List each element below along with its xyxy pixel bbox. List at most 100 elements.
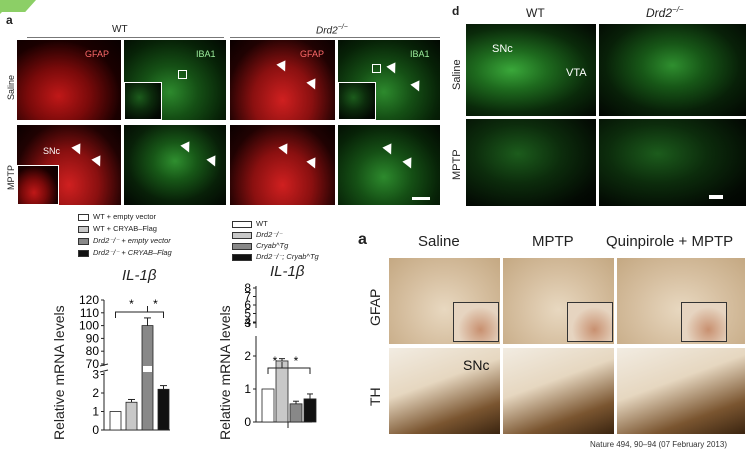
label-iba1: IBA1 — [410, 49, 430, 59]
micrograph-wt-saline-gfap: GFAP — [17, 40, 121, 120]
chart2-ytick-label: 6 — [244, 298, 251, 312]
ihc-mptp-th — [503, 348, 614, 434]
chart1-sig-mark: * — [129, 297, 134, 311]
chart2-ytick-label: 5 — [244, 307, 251, 321]
chart2-ytick-label: 7 — [244, 290, 251, 304]
col-label-quinpirole: Quinpirole + MPTP — [606, 233, 734, 250]
micrograph-drd2-mptp-gfap — [230, 125, 335, 205]
micrograph-drd2-saline-iba1: IBA1 — [338, 40, 440, 120]
panel-a-top-letter: a — [6, 13, 13, 27]
micrograph-d-wt-saline: SNc VTA — [466, 24, 596, 116]
ihc-saline-gfap — [389, 258, 500, 344]
row-label-d-saline: Saline — [451, 59, 463, 90]
ihc-saline-th: SNc — [389, 348, 500, 434]
scale-bar — [709, 195, 723, 199]
header-wt-rule — [27, 37, 224, 38]
chart1-ylabel: Relative mRNA levels — [51, 305, 67, 440]
label-vta: VTA — [566, 67, 587, 79]
label-gfap: GFAP — [300, 49, 325, 59]
chart1-ytick-label: 90 — [86, 331, 100, 345]
chart1-title: IL-1β — [122, 267, 157, 284]
row-label-d-mptp: MPTP — [451, 149, 463, 180]
label-snc: SNc — [43, 146, 61, 156]
chart2-ytick-label: 4 — [244, 315, 251, 329]
header-drd2-rule — [230, 37, 440, 38]
arrow-marker — [410, 80, 424, 94]
chart1-ytick-label: 0 — [92, 423, 99, 437]
arrow-marker — [306, 157, 320, 171]
chart1-sig-mark: * — [153, 297, 158, 311]
citation: Nature 494, 90–94 (07 February 2013) — [590, 440, 727, 449]
arrow-marker — [386, 62, 400, 76]
label-snc: SNc — [492, 43, 513, 55]
zoom-inset — [681, 302, 727, 342]
header-drd2: Drd2−/− — [316, 24, 348, 37]
col-label-mptp: MPTP — [532, 233, 574, 250]
chart1-ytick-label: 2 — [92, 386, 99, 400]
chart1-axis-break — [99, 363, 109, 367]
panel-a-bottom-letter: a — [358, 231, 367, 248]
chart1-ytick-label: 100 — [79, 319, 99, 333]
chart1-ytick-label: 1 — [92, 405, 99, 419]
row-label-mptp: MPTP — [6, 164, 16, 190]
chart2-bar — [261, 388, 275, 423]
micrograph-drd2-mptp-iba1 — [338, 125, 440, 205]
chart2-ytick-label: 2 — [244, 349, 251, 363]
chart1-ytick-label: 3 — [92, 368, 99, 382]
ihc-quin-gfap — [617, 258, 745, 344]
arrow-marker — [382, 143, 396, 157]
chart1-bar — [157, 388, 170, 431]
chart1-bar-break — [143, 366, 152, 372]
chart2-ytick-label: 8 — [244, 281, 251, 295]
row-label-th: TH — [367, 387, 383, 406]
micrograph-d-drd2-mptp — [599, 119, 746, 206]
arrow-marker — [306, 78, 320, 92]
chart2-sig-mark: * — [294, 354, 299, 368]
chart2-sig-bracket — [267, 367, 311, 374]
row-label-gfap: GFAP — [367, 288, 383, 326]
chart1-ytick-label: 120 — [79, 293, 99, 307]
arrow-marker — [402, 157, 416, 171]
chart2-ylabel: Relative mRNA levels — [217, 305, 233, 440]
chart2-bar — [275, 360, 289, 423]
chart1-ytick-label: 70 — [86, 357, 100, 371]
micrograph-d-drd2-saline — [599, 24, 746, 116]
label-snc: SNc — [463, 357, 490, 373]
arrow-marker — [91, 155, 105, 169]
micrograph-wt-mptp-iba1 — [124, 125, 226, 205]
chart2-sig-mark: * — [273, 354, 278, 368]
zoom-inset — [17, 165, 59, 205]
label-gfap: GFAP — [85, 49, 110, 59]
header-wt: WT — [112, 24, 128, 35]
zoom-inset — [453, 302, 499, 342]
chart1-sig-bracket — [115, 311, 164, 318]
zoom-inset — [567, 302, 613, 342]
chart2-title: IL-1β — [270, 263, 305, 280]
header-d-drd2: Drd2−/− — [646, 5, 684, 20]
ihc-mptp-gfap — [503, 258, 614, 344]
chart1-ytick-label: 110 — [80, 306, 99, 320]
label-iba1: IBA1 — [196, 49, 216, 59]
arrow-marker — [276, 60, 290, 74]
micrograph-wt-saline-iba1: IBA1 — [124, 40, 226, 120]
chart2-bar — [303, 398, 317, 423]
zoom-box — [372, 64, 381, 73]
zoom-inset — [338, 82, 376, 120]
arrow-marker — [278, 143, 292, 157]
scale-bar — [412, 197, 430, 200]
chart1-bar — [109, 411, 122, 431]
micrograph-wt-mptp-gfap: SNc — [17, 125, 121, 205]
zoom-box — [178, 70, 187, 79]
col-label-saline: Saline — [418, 233, 460, 250]
arrow-marker — [180, 141, 194, 155]
chart2-ytick-label: 1 — [244, 382, 251, 396]
row-label-saline: Saline — [6, 74, 16, 100]
micrograph-drd2-saline-gfap: GFAP — [230, 40, 335, 120]
arrow-marker — [206, 155, 220, 169]
panel-d-letter: d — [452, 4, 460, 18]
chart1-ytick-label: 80 — [86, 344, 100, 358]
micrograph-d-wt-mptp — [466, 119, 596, 206]
chart1-bar — [141, 325, 154, 431]
